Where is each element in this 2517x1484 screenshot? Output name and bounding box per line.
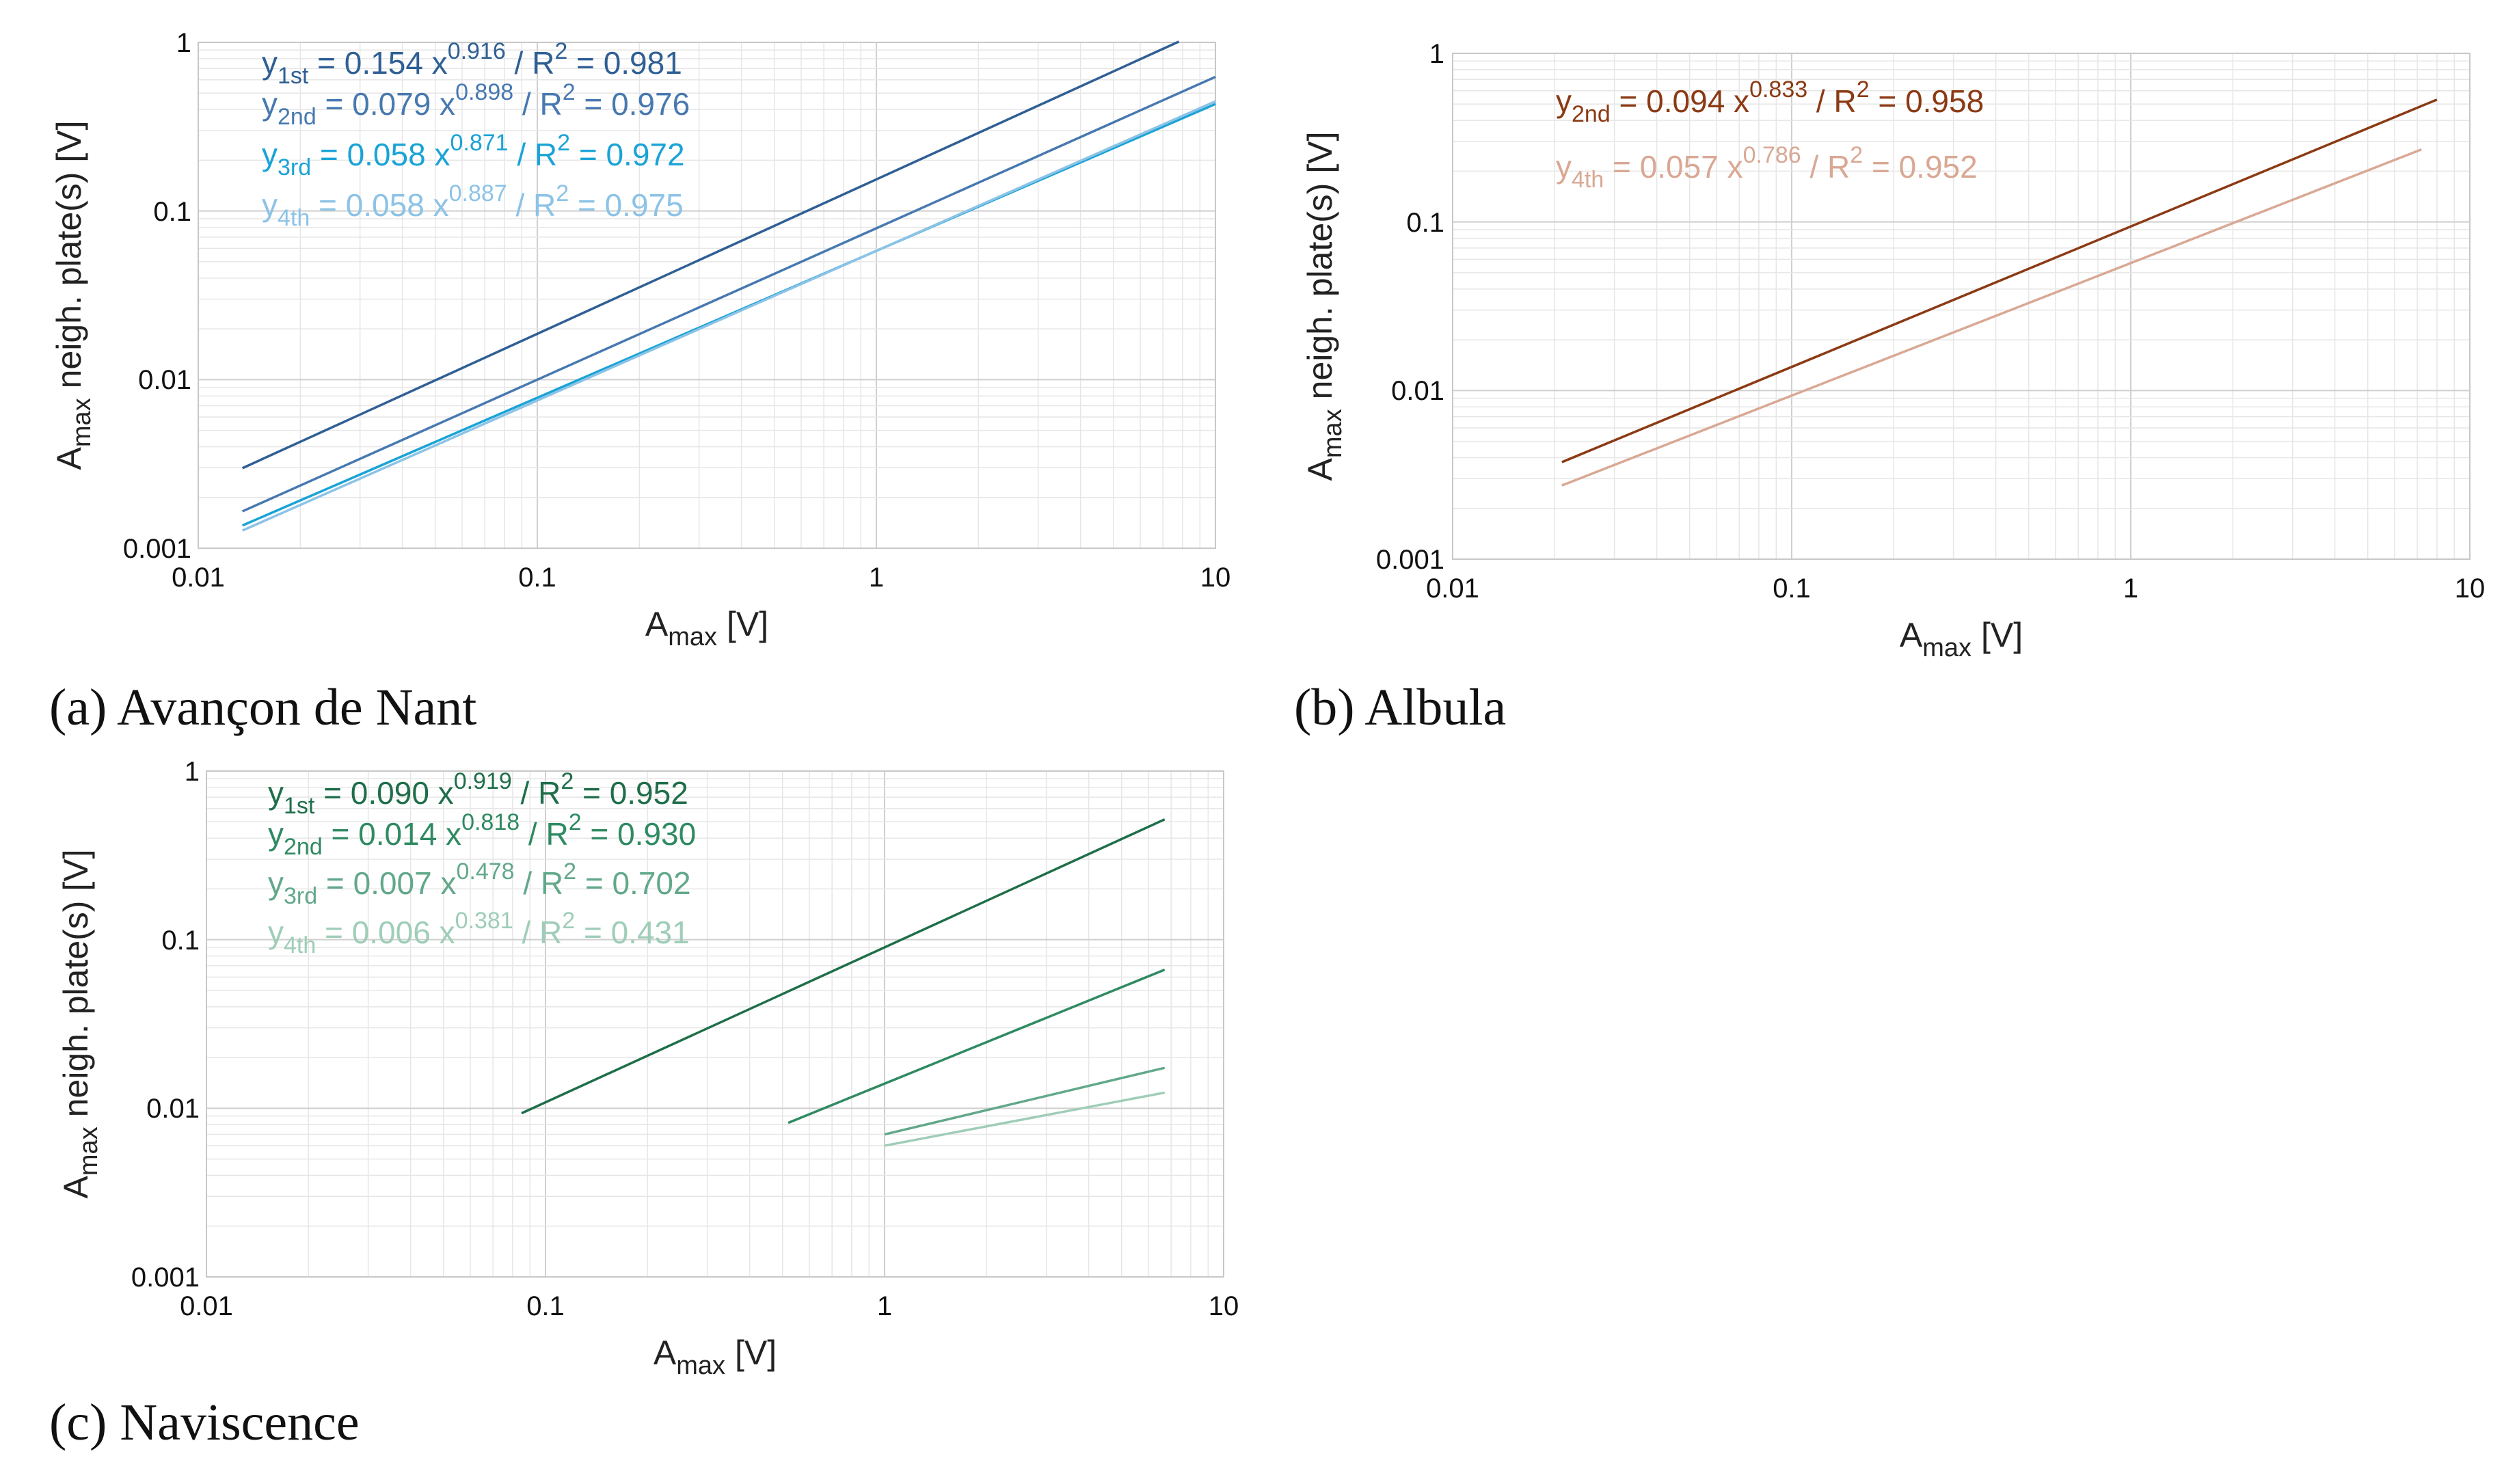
- panel-a-legend: y1st = 0.154 x0.916 / R2 = 0.981 y2nd = …: [262, 38, 690, 231]
- series-line-1st: [521, 818, 1166, 1115]
- panel-b-grid: [1452, 53, 2470, 560]
- y-tick-label: 0.01: [138, 365, 191, 395]
- panel-c-legend: y1st = 0.090 x0.919 / R2 = 0.952 y2nd = …: [268, 768, 696, 958]
- panel-b-series: [1561, 98, 2438, 487]
- y-tick-label: 0.001: [1376, 545, 1444, 575]
- panel-a-series: [241, 40, 1216, 532]
- series-equation: y1st = 0.090 x0.919 / R2 = 0.952: [268, 768, 688, 819]
- series-equation: y2nd = 0.094 x0.833 / R2 = 0.958: [1556, 77, 1984, 127]
- series-equation: y4th = 0.057 x0.786 / R2 = 0.952: [1556, 142, 1978, 193]
- panel-b-caption: (b) Albula: [1294, 679, 1506, 736]
- panel-b: 0.01 0.1 1 10 0.001 0.01 0.1 1 Amax [V] …: [1294, 39, 2485, 736]
- x-tick-label: 0.1: [1773, 574, 1811, 604]
- x-tick-label: 10: [1200, 563, 1231, 593]
- x-tick-label: 10: [1209, 1291, 1239, 1321]
- y-tick-label: 0.01: [1391, 376, 1444, 406]
- panel-c-plot-frame: [206, 770, 1224, 1278]
- series-line-4th: [1561, 148, 2422, 487]
- y-axis-title: Amax neigh. plate(s) [V]: [57, 850, 103, 1199]
- y-tick-label: 0.1: [1406, 208, 1444, 238]
- panel-a-caption: (a) Avançon de Nant: [49, 679, 476, 736]
- x-tick-label: 1: [2123, 574, 2138, 604]
- panel-a-grid: [198, 42, 1215, 549]
- panel-c-caption: (c) Naviscence: [49, 1394, 360, 1451]
- y-axis-title: Amax neigh. plate(s) [V]: [50, 121, 96, 470]
- series-line-3rd: [884, 1066, 1166, 1136]
- series-equation: y1st = 0.154 x0.916 / R2 = 0.981: [262, 38, 682, 89]
- series-line-2nd: [1561, 98, 2438, 463]
- series-equation: y3rd = 0.058 x0.871 / R2 = 0.972: [262, 130, 685, 180]
- y-tick-label: 0.1: [153, 197, 191, 227]
- series-equation: y3rd = 0.007 x0.478 / R2 = 0.702: [268, 859, 691, 909]
- y-axis-title: Amax neigh. plate(s) [V]: [1301, 132, 1347, 481]
- x-axis-title: Amax [V]: [654, 1334, 777, 1380]
- x-tick-label: 0.1: [526, 1291, 565, 1321]
- panel-c: 0.01 0.1 1 10 0.001 0.01 0.1 1 Amax [V] …: [49, 757, 1239, 1451]
- y-tick-label: 1: [176, 28, 191, 58]
- x-tick-label: 0.1: [518, 563, 556, 593]
- panel-a: 0.01 0.1 1 10 0.001 0.01 0.1 1 Amax [V] …: [49, 28, 1230, 736]
- x-axis-title: Amax [V]: [645, 605, 768, 651]
- y-tick-label: 0.1: [161, 926, 200, 956]
- series-equation: y4th = 0.006 x0.381 / R2 = 0.431: [268, 908, 690, 958]
- series-line-2nd: [241, 75, 1216, 513]
- panel-b-x-tick-labels: 0.01 0.1 1 10: [1426, 574, 2485, 604]
- series-line-4th: [241, 100, 1216, 532]
- panel-c-x-tick-labels: 0.01 0.1 1 10: [180, 1291, 1239, 1321]
- panel-c-series: [521, 818, 1166, 1147]
- y-tick-label: 0.001: [131, 1263, 200, 1293]
- y-tick-label: 1: [185, 757, 200, 787]
- x-tick-label: 1: [869, 563, 884, 593]
- x-tick-label: 0.01: [1426, 574, 1479, 604]
- x-tick-label: 10: [2455, 574, 2486, 604]
- x-tick-label: 0.01: [172, 563, 225, 593]
- series-equation: y2nd = 0.079 x0.898 / R2 = 0.976: [262, 79, 690, 130]
- series-line-2nd: [788, 968, 1166, 1124]
- x-axis-title: Amax [V]: [1900, 616, 2023, 662]
- series-line-1st: [241, 40, 1180, 470]
- y-tick-label: 0.01: [146, 1094, 200, 1124]
- panel-c-y-tick-labels: 0.001 0.01 0.1 1: [131, 757, 200, 1293]
- panel-a-y-tick-labels: 0.001 0.01 0.1 1: [123, 28, 191, 564]
- x-tick-label: 1: [877, 1291, 892, 1321]
- panel-a-x-tick-labels: 0.01 0.1 1 10: [172, 563, 1230, 593]
- panel-b-plot-frame: [1452, 53, 2471, 560]
- panel-b-legend: y2nd = 0.094 x0.833 / R2 = 0.958 y4th = …: [1556, 77, 1984, 193]
- x-tick-label: 0.01: [180, 1291, 233, 1321]
- panel-b-y-tick-labels: 0.001 0.01 0.1 1: [1376, 39, 1444, 575]
- series-line-4th: [884, 1091, 1166, 1147]
- series-equation: y2nd = 0.014 x0.818 / R2 = 0.930: [268, 809, 696, 860]
- y-tick-label: 1: [1429, 39, 1444, 69]
- panel-a-plot-frame: [198, 42, 1216, 549]
- y-tick-label: 0.001: [123, 534, 191, 564]
- series-equation: y4th = 0.058 x0.887 / R2 = 0.975: [262, 180, 684, 231]
